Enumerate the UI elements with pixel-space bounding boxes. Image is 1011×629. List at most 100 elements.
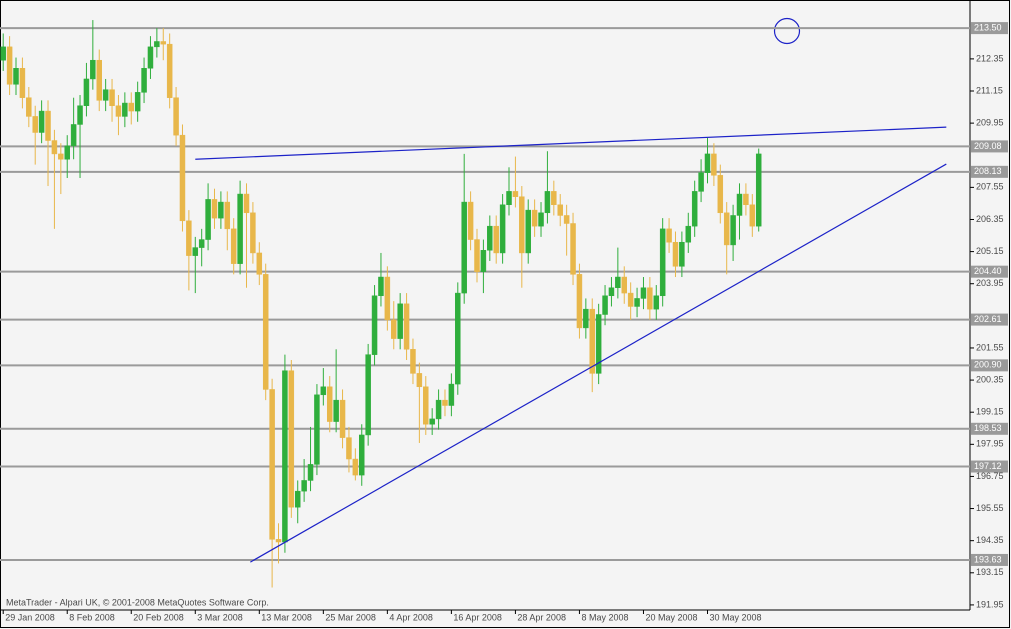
candle-body (205, 199, 211, 240)
candle-body (512, 191, 519, 197)
candle-body (269, 389, 275, 540)
candle-body (237, 193, 243, 264)
candle-body (0, 46, 6, 61)
candle-body (730, 215, 736, 246)
candle-body (595, 314, 602, 374)
candle-body (589, 308, 595, 374)
candle-body (634, 298, 640, 307)
x-tick-label: 8 May 2008 (581, 612, 628, 622)
candle-body (218, 201, 224, 219)
candle-body (275, 539, 282, 543)
candle-body (96, 59, 102, 101)
candle-body (608, 287, 615, 297)
candle-body (83, 78, 90, 106)
y-tick-label: 194.35 (976, 535, 1004, 545)
candle-body (474, 239, 480, 272)
candle-body (122, 102, 128, 117)
candle-body (698, 172, 704, 192)
candle-body (499, 204, 506, 254)
candle-body (397, 303, 403, 339)
candle-body (256, 252, 263, 275)
candle-body (423, 386, 429, 425)
candle-body (672, 241, 679, 267)
y-tick-label: 196.75 (976, 471, 1004, 481)
candle-body (531, 209, 538, 227)
y-tick-label: 207.55 (976, 182, 1004, 192)
footer-text: MetaTrader - Alpari UK, © 2001-2008 Meta… (6, 597, 269, 607)
level-label: 198.53 (974, 423, 1002, 433)
level-label: 213.50 (974, 22, 1002, 32)
candle-body (480, 250, 487, 272)
candle-body (19, 68, 26, 98)
candle-body (64, 145, 70, 160)
level-label-box (971, 140, 1008, 153)
y-tick-label: 201.55 (976, 342, 1004, 352)
candle-body (416, 373, 423, 388)
candle-body (102, 89, 109, 101)
candle-body (326, 386, 333, 422)
candle-body (13, 68, 19, 85)
candle-body (301, 480, 307, 492)
candle-body (378, 276, 384, 297)
candle-body (333, 399, 339, 422)
candle-body (640, 287, 647, 299)
candle-body (583, 308, 589, 329)
candle-body (467, 201, 474, 240)
candle-body (576, 274, 583, 329)
candle-body (77, 105, 83, 125)
candle-body (442, 399, 448, 406)
candle-body (262, 274, 269, 390)
trendline (195, 126, 947, 160)
candle-body (371, 295, 378, 355)
candle-body (653, 295, 660, 310)
candle-body (749, 204, 756, 227)
candle-body (115, 105, 122, 117)
candle-body (282, 370, 288, 543)
level-label: 204.40 (974, 266, 1002, 276)
candle-body (410, 349, 416, 374)
y-tick-label: 203.95 (976, 278, 1004, 288)
x-tick-label: 30 May 2008 (709, 612, 761, 622)
candle-body (166, 43, 173, 98)
candle-body (711, 153, 717, 176)
level-label-box (971, 422, 1008, 435)
y-tick-label: 205.15 (976, 246, 1004, 256)
x-tick-label: 3 Mar 2008 (197, 612, 243, 622)
candle-body (134, 92, 141, 112)
candle-body (743, 193, 749, 206)
level-label-box (971, 553, 1008, 566)
y-tick-label: 193.15 (976, 567, 1004, 577)
candle-body (339, 399, 346, 438)
candle-body (519, 196, 525, 254)
candle-body (717, 175, 724, 214)
candle-body (141, 68, 147, 93)
x-tick-label: 4 Apr 2008 (389, 612, 433, 622)
candle-body (557, 204, 563, 216)
candle-body (346, 437, 352, 460)
x-tick-label: 25 Mar 2008 (325, 612, 376, 622)
level-label-box (971, 22, 1008, 35)
level-label-box (971, 165, 1008, 178)
candle-body (38, 110, 45, 133)
candle-body (435, 399, 442, 420)
candle-body (179, 134, 186, 222)
candle-body (487, 225, 493, 251)
candle-body (538, 212, 544, 227)
candle-body (403, 303, 410, 350)
x-tick-label: 20 May 2008 (645, 612, 697, 622)
level-label: 193.63 (974, 554, 1002, 564)
x-tick-label: 16 Apr 2008 (453, 612, 502, 622)
candle-body (679, 241, 685, 267)
level-label: 208.13 (974, 166, 1002, 176)
level-label: 209.08 (974, 141, 1002, 151)
candle-body (230, 228, 237, 264)
candle-body (160, 41, 167, 45)
candle-body (58, 153, 64, 160)
candle-body (307, 464, 314, 481)
candle-body (352, 458, 359, 476)
level-label: 200.90 (974, 360, 1002, 370)
candle-body (659, 228, 666, 297)
